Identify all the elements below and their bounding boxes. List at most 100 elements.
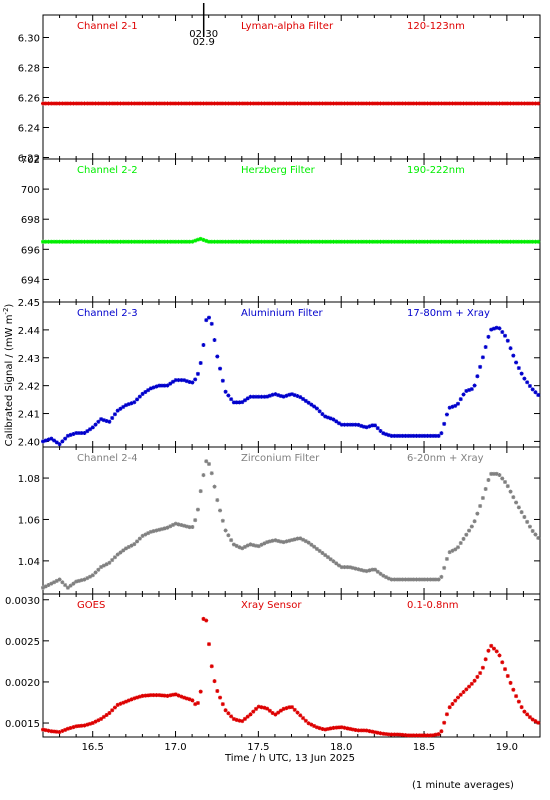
data-point — [289, 239, 294, 244]
data-point — [240, 239, 245, 244]
data-point — [140, 101, 145, 106]
data-point — [123, 101, 128, 106]
y-tick-label: 2.44 — [18, 326, 40, 337]
data-point — [251, 101, 256, 106]
data-point — [370, 567, 375, 572]
data-point — [525, 239, 530, 244]
data-point — [317, 409, 322, 414]
data-point — [65, 433, 70, 438]
data-point — [381, 431, 386, 436]
data-point — [408, 239, 413, 244]
data-point — [76, 239, 81, 244]
data-point — [231, 542, 236, 547]
panels-group: 6.22 6.24 6.26 6.28 6.30 Channel 2-1 Lyman-alp… — [5, 3, 541, 753]
data-point — [384, 101, 389, 106]
data-point — [320, 239, 325, 244]
data-point — [76, 724, 81, 729]
data-point — [79, 578, 84, 583]
panel-frame — [42, 301, 541, 448]
data-point — [489, 327, 494, 332]
data-point — [400, 101, 405, 106]
data-point — [453, 239, 458, 244]
data-point — [295, 710, 300, 715]
data-point — [63, 436, 68, 441]
data-point — [110, 558, 115, 563]
data-point — [132, 400, 137, 405]
x-tick-label: 19.0 — [496, 742, 518, 753]
data-point — [182, 695, 187, 700]
data-point — [505, 674, 510, 679]
data-point — [525, 380, 530, 385]
data-point — [328, 726, 333, 731]
data-point — [389, 433, 394, 438]
panel-label-2: Lyman-alpha Filter — [241, 21, 334, 32]
data-point — [525, 519, 530, 524]
data-point — [93, 101, 98, 106]
data-point — [287, 239, 292, 244]
data-point — [420, 733, 425, 738]
data-point — [157, 239, 162, 244]
data-point — [112, 239, 117, 244]
data-point — [115, 408, 120, 413]
data-point — [287, 705, 292, 710]
data-point — [400, 577, 405, 582]
data-point — [85, 722, 90, 727]
data-point — [71, 725, 76, 730]
data-point — [126, 101, 131, 106]
data-point — [212, 338, 217, 343]
data-point — [372, 423, 377, 428]
data-point — [431, 577, 436, 582]
data-point — [90, 573, 95, 578]
x-tick-label: 18.0 — [330, 742, 352, 753]
data-point — [46, 437, 51, 442]
data-point — [57, 239, 62, 244]
data-point — [536, 535, 541, 540]
data-point — [65, 239, 70, 244]
data-point — [301, 239, 306, 244]
data-point — [242, 239, 247, 244]
data-point — [248, 542, 253, 547]
data-point — [367, 568, 372, 573]
data-point — [367, 239, 372, 244]
data-point — [74, 239, 79, 244]
data-point — [298, 713, 303, 718]
data-point — [522, 376, 527, 381]
data-point — [500, 660, 505, 665]
data-point — [179, 694, 184, 699]
data-point — [209, 101, 214, 106]
data-point — [190, 239, 195, 244]
data-point — [270, 101, 275, 106]
panel-label-3: 190-222nm — [407, 165, 465, 176]
data-point — [281, 101, 286, 106]
data-point — [195, 101, 200, 106]
data-point — [256, 101, 261, 106]
panel-frame — [42, 14, 541, 160]
data-point — [93, 422, 98, 427]
data-point — [43, 438, 48, 443]
panel-label-3: 120-123nm — [407, 21, 465, 32]
data-point — [284, 706, 289, 711]
data-point — [359, 568, 364, 573]
data-point — [395, 239, 400, 244]
data-point — [270, 710, 275, 715]
data-point — [395, 577, 400, 582]
data-point — [132, 696, 137, 701]
data-point — [511, 239, 516, 244]
data-point — [171, 239, 176, 244]
data-point — [278, 239, 283, 244]
data-point — [414, 239, 419, 244]
data-point — [231, 101, 236, 106]
data-point — [411, 101, 416, 106]
data-point — [458, 397, 463, 402]
data-point — [88, 239, 93, 244]
data-point — [508, 239, 513, 244]
data-point — [135, 101, 140, 106]
data-point — [395, 101, 400, 106]
data-point — [292, 537, 297, 542]
data-point — [320, 101, 325, 106]
data-point — [126, 402, 131, 407]
data-point — [325, 415, 330, 420]
data-point — [350, 565, 355, 570]
data-point — [323, 553, 328, 558]
